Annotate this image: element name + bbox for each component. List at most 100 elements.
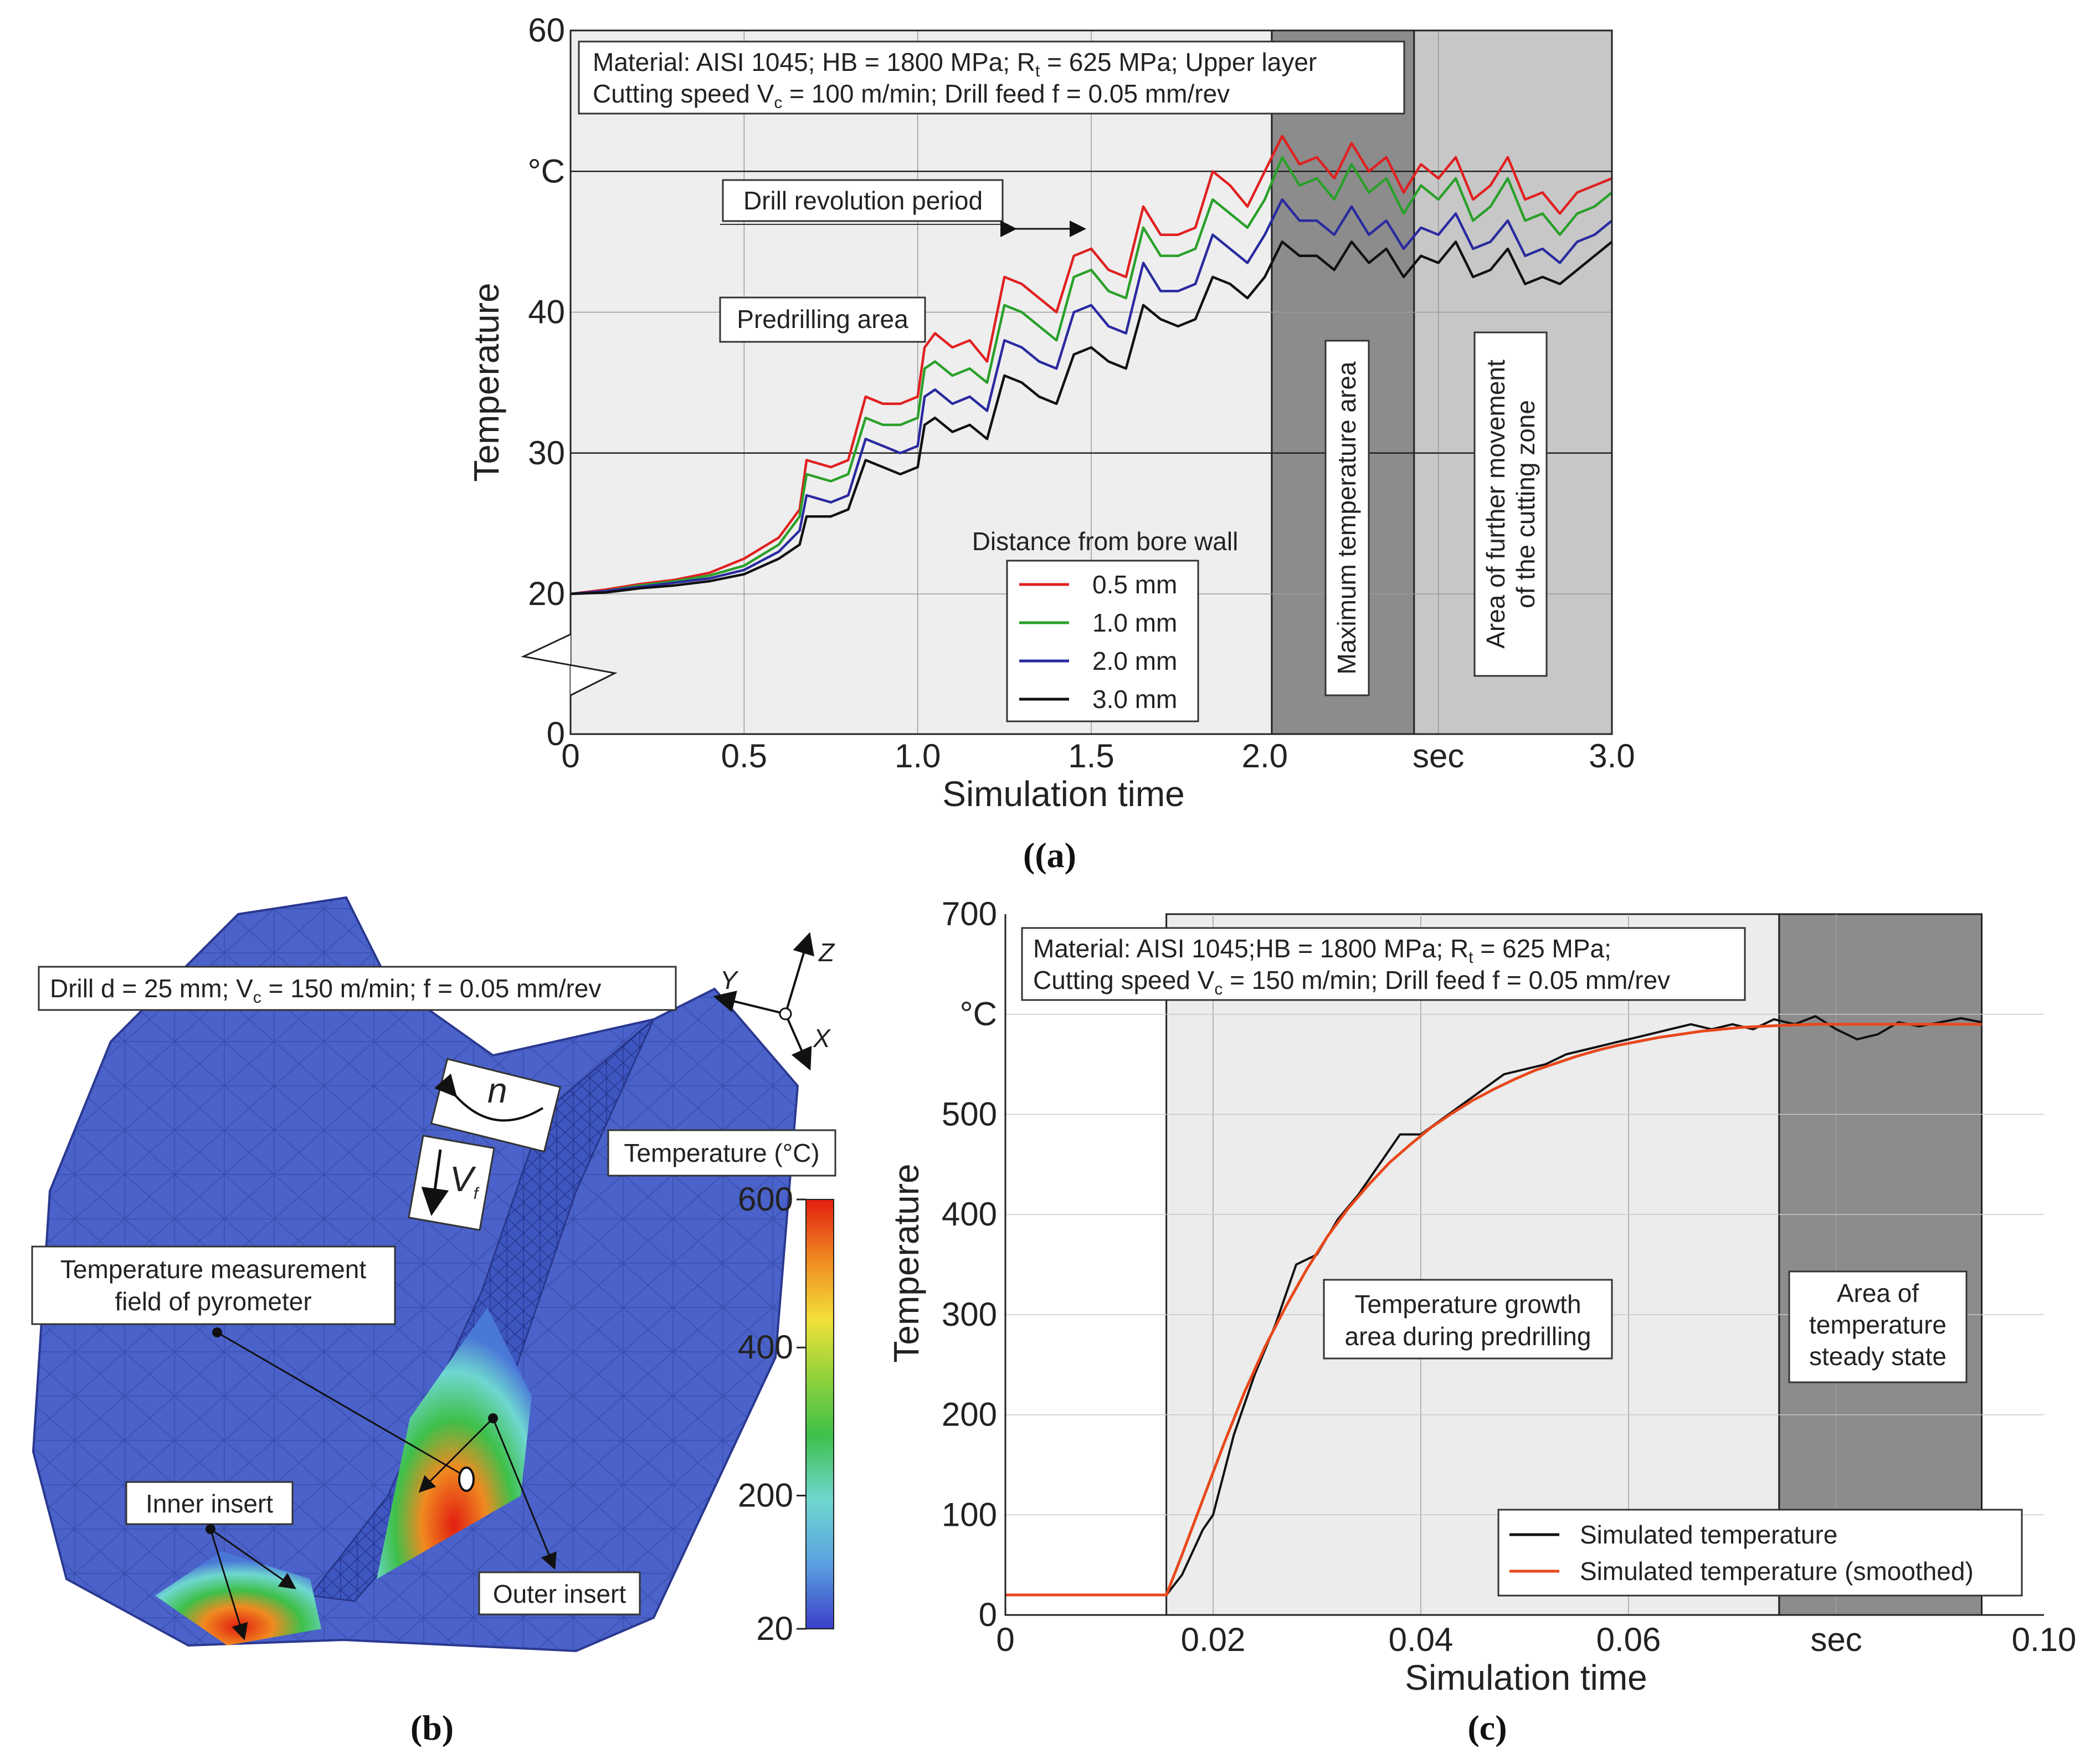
axis-z-label: Z xyxy=(818,938,835,967)
caption-a: ((a) xyxy=(1023,835,1076,875)
a-info-line2: Cutting speed Vc = 100 m/min; Drill feed… xyxy=(593,79,1230,112)
b-title-box xyxy=(38,966,677,1011)
panel-b: Drill d = 25 mm; Vc = 150 m/min; f = 0.0… xyxy=(31,896,836,1747)
c-growth-label-1: Temperature growth xyxy=(1354,1290,1581,1319)
inner-insert-leader-1 xyxy=(209,1529,248,1640)
feed-arrow xyxy=(421,1149,449,1216)
a-ylabel: Temperature xyxy=(466,283,506,481)
a-further-box xyxy=(1473,331,1548,677)
a-xlabel: Simulation time xyxy=(942,774,1185,814)
axis-break-a xyxy=(521,633,618,696)
a-max-label: Maximum temperature area xyxy=(1332,361,1361,674)
c-zone-growth xyxy=(1165,913,1780,1616)
c-legend-box xyxy=(1497,1509,2023,1597)
drill-flute-mesh xyxy=(310,1019,654,1601)
c-steady-box xyxy=(1788,1270,1968,1383)
a-x-tick-label: 3.0 xyxy=(1589,737,1635,775)
caption-c: (c) xyxy=(1467,1708,1507,1747)
rotation-symbol-n: n xyxy=(487,1070,507,1110)
a-legend-label: 1.0 mm xyxy=(1092,608,1177,637)
c-axes xyxy=(1004,914,2044,1616)
c-y-tick-label: 100 xyxy=(942,1496,997,1533)
pyrometer-leader xyxy=(217,1331,461,1475)
c-info-line1: Material: AISI 1045;HB = 1800 MPa; Rt = … xyxy=(1033,934,1611,967)
a-y-tick-label: 30 xyxy=(528,434,565,471)
panel-c: 0 0.02 0.04 0.06 sec 0.10 0 100 200 300 400 500 °C 70… xyxy=(886,895,2076,1747)
c-info-box xyxy=(1021,927,1746,1001)
colorbar-tick-label: 200 xyxy=(738,1476,793,1514)
outer-insert-leader-1 xyxy=(492,1418,557,1570)
pyrometer-spot xyxy=(458,1466,475,1492)
outer-insert-leader-2 xyxy=(418,1417,494,1493)
a-revolution-box xyxy=(722,179,1004,222)
a-series-1-0-mm xyxy=(570,156,1613,596)
a-x-tick-label: 0 xyxy=(561,737,579,775)
pyrometer-label-2: field of pyrometer xyxy=(115,1287,311,1316)
c-legend-label: Simulated temperature xyxy=(1580,1520,1837,1549)
feed-symbol-label: Vf xyxy=(450,1159,480,1203)
a-info-line1: Material: AISI 1045; HB = 1800 MPa; Rt =… xyxy=(593,48,1317,80)
colorbar-tick-label: 20 xyxy=(756,1610,793,1647)
a-legend-label: 3.0 mm xyxy=(1092,685,1177,714)
a-legend-box xyxy=(1006,560,1199,722)
a-y-tick-label: 20 xyxy=(528,575,565,612)
a-legend-label: 2.0 mm xyxy=(1092,647,1177,675)
c-steady-label-3: steady state xyxy=(1809,1342,1947,1371)
pyrometer-label-1: Temperature measurement xyxy=(60,1255,366,1284)
a-y-tick-label: 40 xyxy=(528,294,565,331)
c-y-tick-label: °C xyxy=(960,996,997,1033)
a-legend-title: Distance from bore wall xyxy=(972,527,1239,556)
a-y-tick-label: 60 xyxy=(528,12,565,49)
a-series-3-0-mm xyxy=(570,240,1613,596)
outer-insert-label: Outer insert xyxy=(493,1580,626,1608)
a-x-tick-label: 2.0 xyxy=(1242,737,1288,775)
rotation-arrow xyxy=(434,1073,544,1122)
caption-b: (b) xyxy=(410,1708,454,1747)
panel-a: 0 0.5 1.0 1.5 2.0 sec 3.0 0 20 30 40 °C 60 Simulatio… xyxy=(466,12,1635,875)
axis-y-label: Y xyxy=(720,966,739,994)
c-x-tick-label: 0.02 xyxy=(1181,1621,1246,1658)
c-y-tick-label: 400 xyxy=(942,1196,997,1233)
inner-insert-label-box xyxy=(125,1481,294,1525)
c-legend-label: Simulated temperature (smoothed) xyxy=(1580,1557,1974,1586)
a-x-tick-label: 1.0 xyxy=(895,737,941,775)
c-x-tick-label: 0.06 xyxy=(1596,1621,1661,1658)
a-max-box xyxy=(1324,340,1370,696)
c-x-tick-label: 0 xyxy=(996,1621,1014,1658)
a-series-0-5-mm xyxy=(570,135,1612,596)
a-predrilling-label: Predrilling area xyxy=(737,305,908,334)
a-further-label-1: Area of further movement xyxy=(1481,360,1510,649)
a-x-tick-label: 1.5 xyxy=(1068,737,1114,775)
pyrometer-label-box xyxy=(31,1245,396,1325)
c-x-tick-label: sec xyxy=(1810,1621,1862,1658)
a-further-label-2: of the cutting zone xyxy=(1511,400,1540,608)
c-x-tick-label: 0.10 xyxy=(2012,1621,2077,1658)
a-legend-label: 0.5 mm xyxy=(1092,570,1177,599)
a-predrilling-box xyxy=(719,296,926,343)
c-series-smoothed xyxy=(1005,1023,1982,1597)
a-y-tick-label: °C xyxy=(528,152,565,189)
c-steady-label-2: temperature xyxy=(1809,1310,1947,1339)
colorbar-tick-label: 600 xyxy=(738,1181,793,1218)
outer-insert-hotspot xyxy=(377,1307,532,1579)
outer-insert-label-box xyxy=(478,1571,641,1616)
a-x-tick-label: 0.5 xyxy=(721,737,767,775)
c-xlabel: Simulation time xyxy=(1405,1658,1647,1698)
a-series-2-0-mm xyxy=(570,198,1613,596)
axis-x-label: X xyxy=(813,1024,831,1053)
c-y-tick-label: 200 xyxy=(942,1396,997,1433)
c-y-tick-label: 0 xyxy=(979,1596,997,1633)
c-y-tick-label: 500 xyxy=(942,1095,997,1132)
colorbar-tick-label: 400 xyxy=(738,1329,793,1366)
b-title: Drill d = 25 mm; Vc = 150 m/min; f = 0.0… xyxy=(50,974,601,1007)
c-y-tick-label: 300 xyxy=(942,1296,997,1333)
c-steady-label-1: Area of xyxy=(1837,1279,1919,1307)
colorbar-label-box xyxy=(607,1129,836,1177)
a-revolution-label: Drill revolution period xyxy=(743,186,983,215)
c-growth-box xyxy=(1323,1279,1613,1360)
c-ylabel: Temperature xyxy=(886,1163,926,1362)
a-info-box xyxy=(578,40,1405,115)
plot-a-frame xyxy=(569,29,1613,735)
inner-insert-label: Inner insert xyxy=(146,1489,273,1518)
